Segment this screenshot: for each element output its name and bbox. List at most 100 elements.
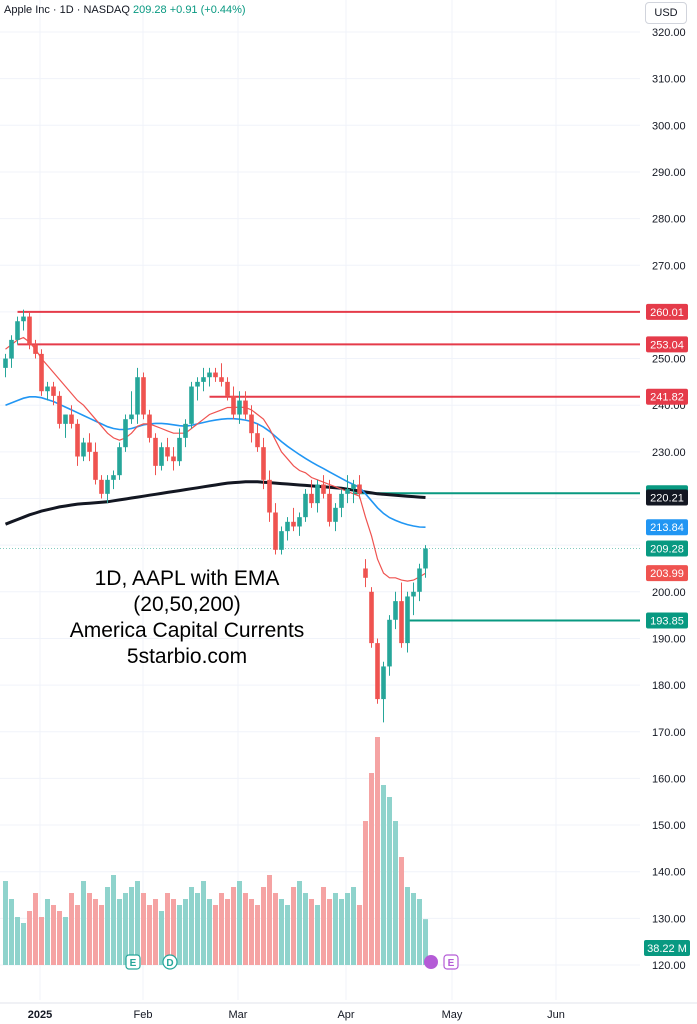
candle-body [417, 568, 422, 592]
price-label-bg [646, 388, 688, 405]
candle-body [147, 414, 152, 438]
horizontal-levels [17, 310, 640, 622]
currency-button[interactable]: USD [645, 2, 687, 24]
volume-bar [363, 821, 368, 965]
ema20-line [5, 336, 426, 582]
symbol-title: Apple Inc · 1D · NASDAQ [4, 4, 130, 16]
candle-body [225, 381, 230, 396]
price-label-bg [646, 303, 688, 320]
candle-body [339, 493, 344, 508]
candle-body [51, 386, 56, 396]
ema200-line [4, 480, 426, 526]
candle-body [279, 531, 284, 550]
candle-body [249, 414, 254, 434]
candle-body [15, 321, 20, 340]
candle-body [237, 400, 242, 415]
candle-body [27, 316, 32, 345]
volume-bars [3, 737, 428, 965]
candle-body [357, 484, 362, 494]
price-label-bg [646, 612, 688, 629]
candle-body [405, 596, 410, 644]
price-label: 253.04 [650, 339, 684, 351]
price-tick-label: 270.00 [652, 260, 686, 272]
symbol-header: Apple Inc · 1D · NASDAQ 209.28 +0.91 (+0… [4, 4, 246, 16]
price-axis[interactable]: 320.00 310.00 300.00 290.00 280.00 270.00 260.… [644, 27, 690, 972]
volume-bar [93, 899, 98, 965]
candle-body [387, 619, 392, 667]
candle-body [33, 344, 38, 354]
overlay-caption: 1D, AAPL with EMA (20,50,200) America Ca… [62, 566, 312, 670]
candle-body [273, 512, 278, 550]
price-label: 203.99 [650, 568, 684, 580]
price-tick-label: 230.00 [652, 447, 686, 459]
volume-bar [357, 905, 362, 965]
volume-bar [351, 887, 356, 965]
candle-body [411, 591, 416, 597]
price-tick-label: 290.00 [652, 167, 686, 179]
candle-body [207, 372, 212, 378]
volume-bar [45, 899, 50, 965]
price-tick-label: 280.00 [652, 214, 686, 226]
volume-bar [273, 893, 278, 965]
overlay-line: (20,50,200) [133, 593, 241, 616]
volume-bar [345, 893, 350, 965]
volume-bar [243, 893, 248, 965]
overlay-line: 5starbio.com [126, 645, 248, 668]
volume-bar [207, 899, 212, 965]
volume-bar [297, 881, 302, 965]
volume-bar [75, 905, 80, 965]
price-label: 260.01 [650, 307, 684, 319]
volume-bar [99, 905, 104, 965]
candle-body [267, 479, 272, 513]
volume-bar [411, 893, 416, 965]
volume-bar [393, 821, 398, 965]
volume-bar [423, 919, 428, 965]
candle-body [291, 521, 296, 527]
candle-body [195, 381, 200, 387]
candle-body [141, 377, 146, 415]
candle-body [45, 386, 50, 392]
candle-body [213, 372, 218, 378]
volume-bar [321, 887, 326, 965]
candle-body [285, 521, 290, 532]
volume-bar [303, 893, 308, 965]
candle-body [261, 447, 266, 480]
time-tick-label: Feb [134, 1009, 153, 1021]
volume-bar [39, 917, 44, 965]
volume-bar [225, 899, 230, 965]
event-marker-label: E [130, 958, 137, 969]
last-price: 209.28 [133, 4, 167, 16]
candle-body [171, 456, 176, 462]
candle-body [333, 507, 338, 522]
candle-body [135, 377, 140, 415]
price-label-bg [646, 336, 688, 353]
volume-bar [3, 881, 8, 965]
price-tick-label: 170.00 [652, 727, 686, 739]
volume-label-bg [644, 940, 690, 956]
volume-bar [231, 887, 236, 965]
overlay-line: 1D, AAPL with EMA [94, 567, 280, 590]
candle-body [117, 447, 122, 476]
candle-body [57, 395, 62, 424]
volume-bar [291, 887, 296, 965]
volume-label: 38.22 M [647, 943, 687, 955]
time-axis[interactable]: 2025 Feb Mar Apr May Jun [0, 1002, 697, 1021]
candle-body [123, 419, 128, 448]
candle-body [315, 484, 320, 504]
volume-bar [183, 899, 188, 965]
price-tick-label: 130.00 [652, 913, 686, 925]
volume-bar [315, 905, 320, 965]
candle-body [399, 601, 404, 644]
candle-body [9, 339, 14, 359]
price-change: +0.91 (+0.44%) [169, 4, 246, 16]
price-label: 209.28 [650, 544, 684, 556]
volume-bar [81, 881, 86, 965]
candle-body [231, 395, 236, 415]
price-tick-label: 250.00 [652, 354, 686, 366]
candle-body [369, 591, 374, 644]
candle-body [129, 414, 134, 420]
candle-body [189, 386, 194, 424]
volume-bar [153, 899, 158, 965]
